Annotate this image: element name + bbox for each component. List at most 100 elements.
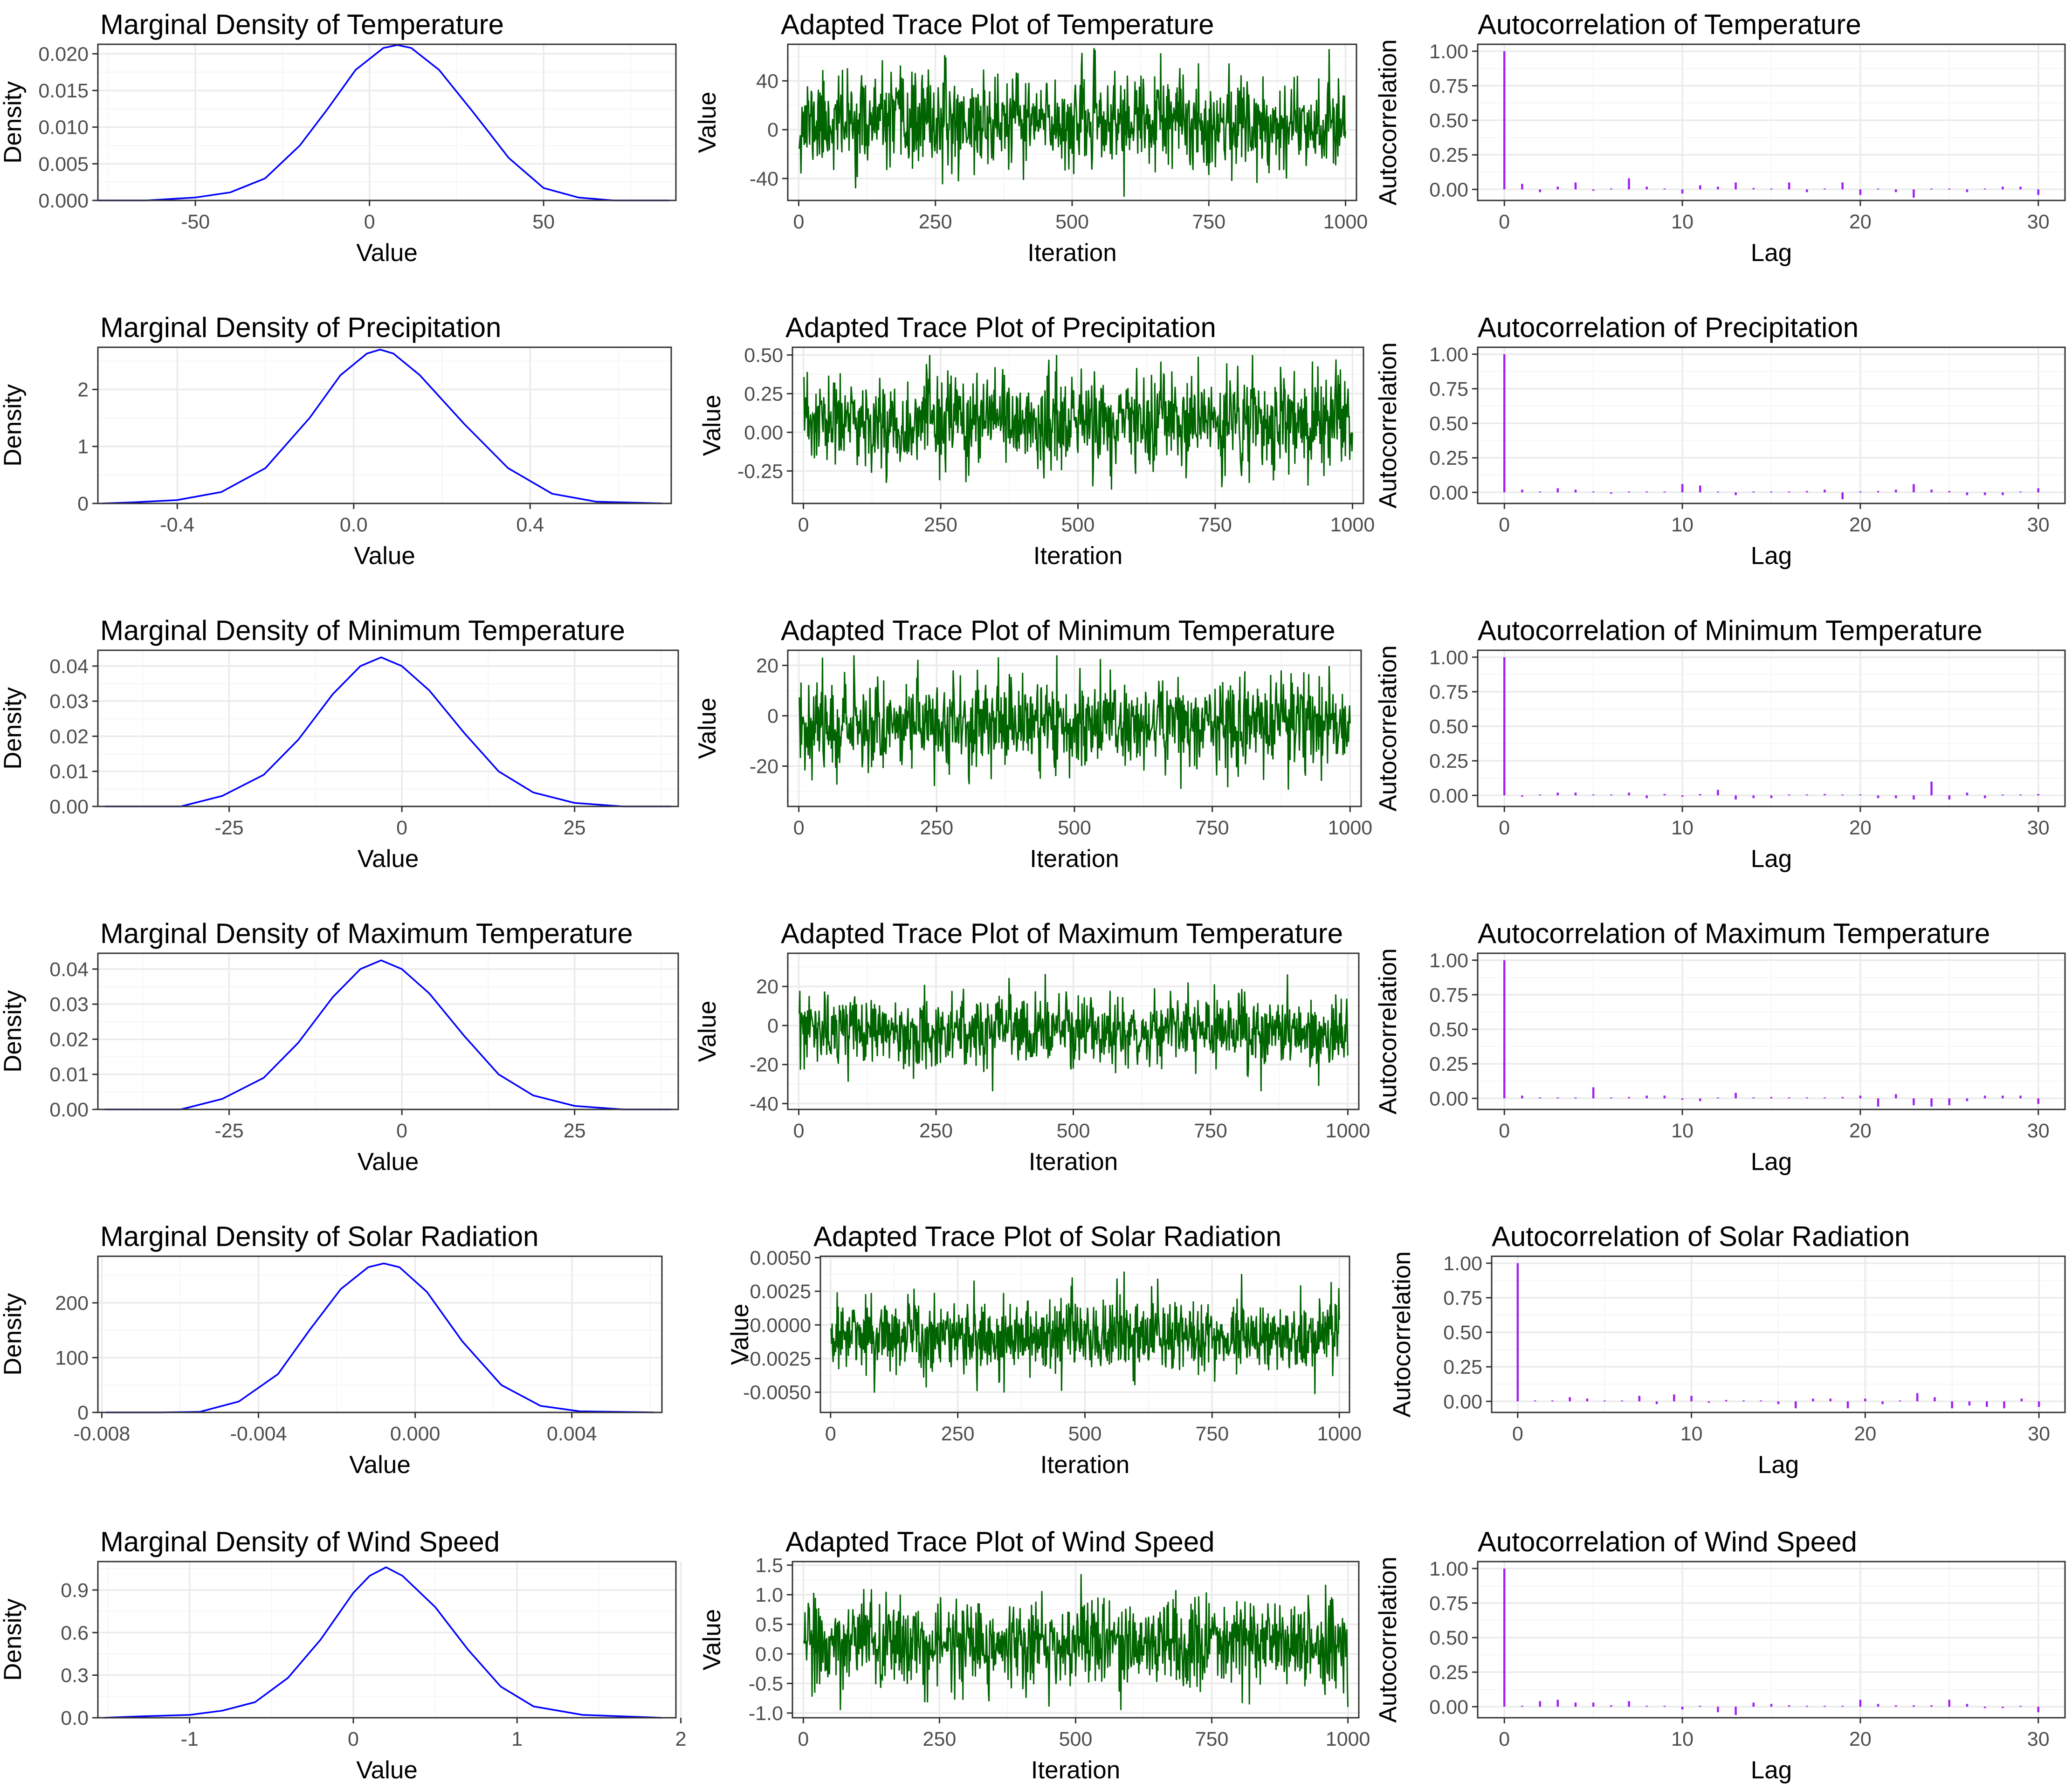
chart-title: Adapted Trace Plot of Maximum Temperatur… [781, 918, 1343, 949]
y-axis-label: Value [726, 1304, 754, 1365]
y-tick-label: 20 [756, 976, 778, 998]
y-axis-label: Density [0, 990, 27, 1073]
x-axis-label: Iteration [1029, 1148, 1118, 1176]
panel-background [98, 1256, 662, 1412]
x-tick-label: 10 [1671, 514, 1693, 536]
density-line [98, 44, 669, 201]
panel-border [1477, 952, 2066, 1110]
y-tick-label: 1.00 [1429, 1558, 1468, 1580]
y-tick-label: 1.00 [1429, 41, 1468, 63]
x-tick-label: 0 [1499, 1728, 1510, 1750]
chart-title: Marginal Density of Wind Speed [100, 1526, 500, 1557]
x-tick-label: 500 [1055, 211, 1089, 233]
x-tick-label: -0.4 [160, 514, 194, 536]
y-axis-label: Density [0, 81, 27, 164]
y-tick-label: 1.5 [755, 1555, 783, 1577]
density-panel: -0.008 -0.004 0.000 0.004 0 100 200 Value Densit… [0, 1221, 663, 1479]
panel-background [98, 953, 678, 1109]
x-tick-label: 0.004 [547, 1423, 597, 1445]
y-tick-label: 0.5 [755, 1614, 783, 1636]
acf-panel: 0 10 20 30 0.00 0.25 0.50 0.75 1.00 Lag Autocorrel… [1374, 918, 2066, 1176]
x-axis-label: Iteration [1040, 1451, 1130, 1479]
y-tick-label: 0.000 [38, 190, 89, 212]
y-tick-label: 0.0 [61, 1707, 89, 1729]
x-axis-label: Iteration [1030, 845, 1119, 873]
x-tick-label: 2 [675, 1728, 687, 1750]
y-tick-label: -1.0 [749, 1702, 783, 1725]
y-tick-label: 0.00 [1429, 179, 1468, 201]
trace-panel: 0 250 500 750 1000 -0.25 0.00 0.25 0.50 Iteration… [698, 312, 1375, 570]
density-panel: -0.4 0.0 0.4 0 1 2 Value Density Marginal Densit… [0, 312, 672, 570]
y-tick-label: 0.25 [1429, 1053, 1468, 1075]
y-tick-label: 0.01 [49, 1064, 89, 1086]
chart-title: Autocorrelation of Solar Radiation [1492, 1221, 1910, 1252]
y-tick-label: 0.3 [61, 1665, 89, 1687]
y-tick-label: -40 [750, 1093, 778, 1115]
x-tick-label: 750 [1195, 1728, 1229, 1750]
x-axis-label: Lag [1751, 845, 1792, 873]
acf-panel: 0 10 20 30 0.00 0.25 0.50 0.75 1.00 Lag Autocorrel… [1374, 1526, 2066, 1784]
x-tick-label: 0 [798, 514, 809, 536]
y-tick-label: 0.9 [61, 1579, 89, 1602]
x-tick-label: 1 [511, 1728, 523, 1750]
trace-line [799, 48, 1346, 197]
x-tick-label: 0 [798, 1728, 809, 1750]
x-tick-label: 20 [1849, 1728, 1872, 1750]
x-axis-label: Value [354, 542, 415, 570]
x-tick-label: 500 [1057, 1120, 1090, 1142]
x-tick-label: 500 [1059, 1728, 1093, 1750]
x-axis-label: Iteration [1027, 239, 1117, 267]
y-axis-label: Value [694, 698, 721, 759]
y-tick-label: 0.020 [38, 43, 89, 65]
panel-background [98, 44, 676, 200]
chart-title: Autocorrelation of Precipitation [1478, 312, 1859, 343]
y-axis-label: Value [698, 1609, 726, 1671]
y-axis-label: Density [0, 384, 27, 467]
y-tick-label: 0 [767, 705, 778, 727]
panel-border [1477, 346, 2066, 504]
x-tick-label: -1 [181, 1728, 199, 1750]
y-tick-label: 0 [767, 1015, 778, 1037]
x-tick-label: 1000 [1330, 514, 1375, 536]
y-tick-label: 0.03 [49, 690, 89, 713]
y-tick-label: 40 [756, 70, 778, 93]
x-tick-label: -25 [215, 817, 244, 839]
y-tick-label: -0.0050 [743, 1382, 811, 1404]
y-tick-label: 0.0 [755, 1643, 783, 1666]
y-tick-label: 0.00 [1429, 785, 1468, 807]
chart-title: Marginal Density of Solar Radiation [100, 1221, 538, 1252]
y-tick-label: 0.75 [1443, 1287, 1482, 1309]
density-panel: -1 0 1 2 0.0 0.3 0.6 0.9 Value Density Marginal De… [0, 1526, 686, 1784]
x-tick-label: 30 [2027, 211, 2050, 233]
density-panel: -50 0 50 0.000 0.005 0.010 0.015 0.020 Value Dens… [0, 9, 677, 267]
x-tick-label: 0 [364, 211, 375, 233]
y-axis-label: Density [0, 1293, 27, 1376]
x-tick-label: 25 [564, 817, 586, 839]
x-axis-label: Lag [1751, 542, 1792, 570]
y-tick-label: 0.00 [1429, 482, 1468, 504]
x-axis-label: Iteration [1031, 1756, 1121, 1784]
x-axis-label: Value [356, 239, 418, 267]
x-tick-label: 30 [2027, 817, 2050, 839]
x-tick-label: 0 [1499, 211, 1510, 233]
y-tick-label: 1.00 [1429, 344, 1468, 366]
x-tick-label: 1000 [1323, 211, 1368, 233]
x-tick-label: 750 [1198, 514, 1232, 536]
y-tick-label: 0.00 [1429, 1088, 1468, 1110]
panel-border [97, 43, 677, 201]
y-tick-label: 0.01 [49, 761, 89, 783]
y-tick-label: 0.00 [744, 421, 783, 444]
y-tick-label: 0.0000 [750, 1314, 811, 1336]
y-tick-label: -20 [750, 756, 778, 778]
x-axis-label: Value [358, 1148, 419, 1176]
x-tick-label: 250 [923, 1728, 957, 1750]
x-axis-label: Lag [1758, 1451, 1799, 1479]
x-tick-label: 0.4 [516, 514, 544, 536]
y-axis-label: Autocorrelation [1374, 645, 1402, 811]
x-tick-label: 0 [1499, 1120, 1510, 1142]
x-tick-label: 10 [1671, 211, 1693, 233]
x-tick-label: 250 [920, 817, 953, 839]
y-tick-label: 0.50 [1429, 1627, 1468, 1649]
y-tick-label: 1.00 [1443, 1253, 1482, 1275]
